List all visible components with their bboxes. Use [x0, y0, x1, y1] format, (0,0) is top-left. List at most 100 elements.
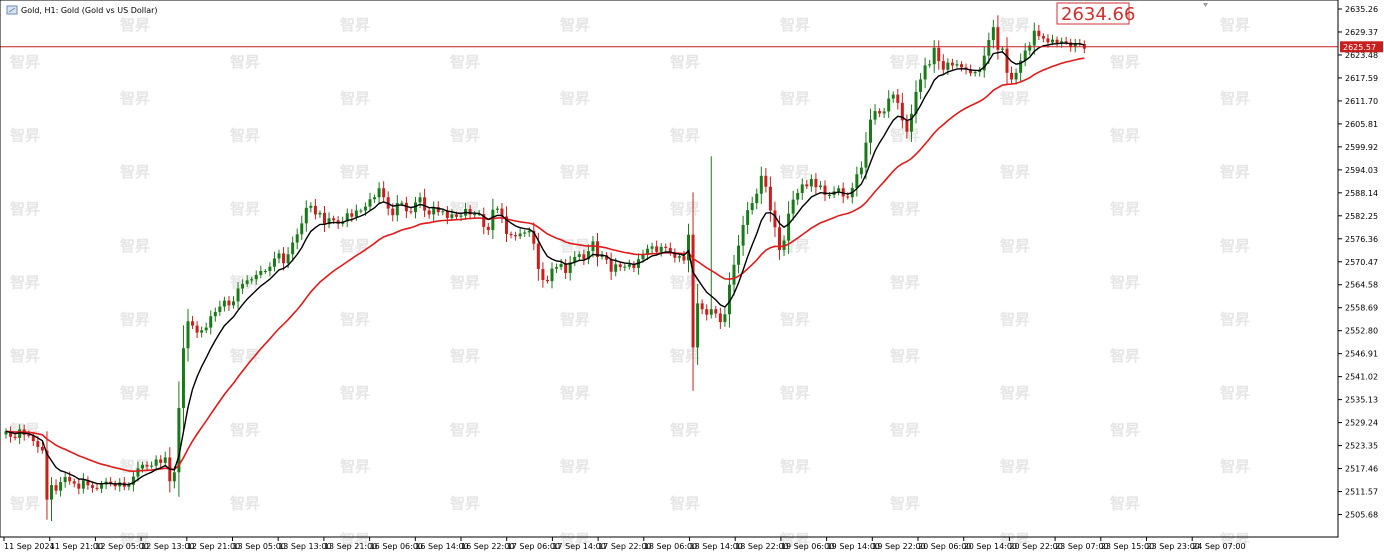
candle-body: [800, 184, 804, 193]
watermark-text: 智昇: [560, 531, 590, 549]
candle-body: [177, 407, 181, 473]
watermark-text: 智昇: [1220, 163, 1250, 181]
candle-body: [823, 185, 827, 195]
y-tick-label: 2605.81: [1345, 120, 1378, 129]
candle-body: [923, 65, 927, 80]
candle-body: [109, 481, 113, 484]
watermark-text: 智昇: [780, 163, 810, 181]
candle-body: [159, 459, 163, 463]
candle-body: [764, 175, 768, 187]
x-tick-label: 13 Sep 05:00: [233, 542, 286, 551]
watermark-text: 智昇: [1000, 16, 1030, 34]
candle-body: [204, 327, 208, 331]
y-tick-label: 2564.58: [1345, 281, 1378, 290]
watermark-text: 智昇: [1000, 163, 1030, 181]
candle-body: [81, 480, 85, 489]
candle-body: [987, 40, 991, 56]
candle-body: [687, 234, 690, 261]
candle-body: [955, 64, 959, 66]
candle-body: [359, 210, 363, 212]
candle-body: [1051, 39, 1054, 43]
candle-body: [418, 197, 422, 203]
candle-body: [869, 119, 872, 143]
candle-body: [18, 429, 22, 438]
candle-body: [436, 207, 440, 213]
x-tick-label: 20 Sep 06:00: [918, 542, 971, 551]
watermark-text: 智昇: [450, 494, 480, 512]
candle-body: [382, 188, 386, 198]
candle-body: [887, 98, 891, 112]
candle-body: [59, 482, 63, 491]
candle-body: [969, 69, 973, 74]
candle-body: [141, 464, 144, 469]
watermark-text: 智昇: [1000, 384, 1030, 402]
candle-body: [209, 316, 213, 328]
candle-body: [154, 459, 158, 466]
candle-body: [45, 450, 49, 500]
candle-body: [491, 209, 495, 231]
candle-body: [668, 247, 672, 253]
y-tick-label: 2546.91: [1345, 350, 1378, 359]
watermark-text: 智昇: [890, 347, 920, 365]
candle-body: [746, 210, 750, 225]
candle-body: [778, 227, 781, 250]
candle-body: [54, 485, 58, 491]
candle-body: [855, 174, 859, 188]
y-tick-label: 2629.37: [1345, 28, 1378, 37]
watermark-text: 智昇: [10, 347, 40, 365]
candle-body: [400, 202, 404, 204]
x-tick-label: 18 Sep 14:00: [690, 542, 743, 551]
candle-body: [632, 264, 636, 268]
candle-body: [373, 197, 377, 200]
plot-frame: [0, 0, 1339, 538]
watermark-text: 智昇: [890, 274, 920, 292]
candle-body: [286, 254, 290, 264]
candle-body: [900, 102, 904, 121]
candle-body: [737, 245, 741, 265]
watermark-text: 智昇: [120, 16, 150, 34]
candle-body: [272, 258, 276, 267]
candle-body: [222, 300, 226, 307]
watermark-text: 智昇: [10, 200, 40, 218]
y-tick-label: 2623.48: [1345, 51, 1378, 60]
watermark-text: 智昇: [1110, 274, 1140, 292]
candle-body: [414, 202, 417, 213]
watermark-text: 智昇: [890, 494, 920, 512]
candle-body: [573, 256, 577, 263]
candle-body: [991, 27, 995, 41]
candle-body: [1014, 72, 1018, 80]
candle-body: [727, 284, 731, 315]
watermark-text: 智昇: [230, 494, 260, 512]
candle-body: [263, 270, 267, 272]
annotation-text: 2634.66: [1061, 4, 1135, 25]
candle-body: [191, 321, 195, 326]
candle-body: [568, 262, 572, 273]
candle-body: [423, 197, 427, 211]
watermark-text: 智昇: [1110, 347, 1140, 365]
x-tick-label: 11 Sep 2024: [4, 542, 55, 551]
x-tick-label: 23 Sep 15:00: [1101, 542, 1154, 551]
watermark-text: 智昇: [340, 237, 370, 255]
candle-body: [313, 205, 317, 215]
slow-moving-average-line: [5, 57, 1085, 473]
x-tick-label: 16 Sep 14:00: [415, 542, 468, 551]
candle-body: [960, 64, 963, 68]
watermark-text: 智昇: [1220, 237, 1250, 255]
watermark-text: 智昇: [1110, 200, 1140, 218]
y-tick-label: 2570.47: [1345, 258, 1378, 267]
candle-body: [627, 264, 631, 267]
candle-body: [873, 111, 877, 120]
candle-body: [163, 457, 167, 463]
watermark-text: 智昇: [670, 347, 700, 365]
candle-body: [473, 214, 477, 216]
candle-body: [345, 213, 349, 222]
watermark-text: 智昇: [1220, 531, 1250, 549]
candle-body: [1069, 42, 1073, 48]
candle-body: [309, 205, 313, 208]
candle-body: [614, 264, 618, 272]
candle-body: [86, 480, 90, 486]
candle-body: [100, 484, 104, 489]
candle-body: [1028, 45, 1032, 51]
watermark-text: 智昇: [450, 53, 480, 71]
